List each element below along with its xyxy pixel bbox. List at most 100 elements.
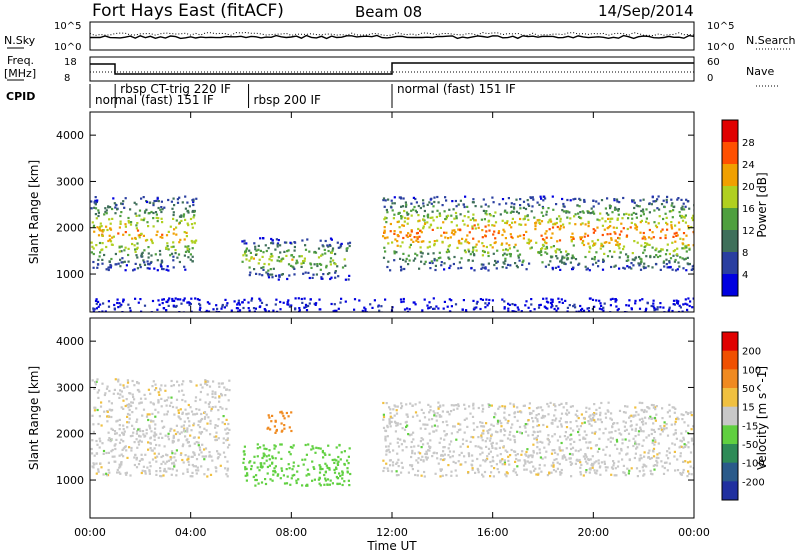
heatmap-cell: [422, 227, 425, 230]
heatmap-cell: [330, 251, 333, 254]
heatmap-cell: [407, 232, 410, 235]
heatmap-cell: [560, 423, 563, 426]
heatmap-cell: [155, 216, 158, 219]
heatmap-cell: [515, 198, 518, 201]
heatmap-cell: [481, 439, 484, 442]
heatmap-cell: [608, 241, 611, 244]
heatmap-cell: [444, 196, 447, 199]
heatmap-cell: [260, 481, 264, 484]
heatmap-cell: [472, 198, 475, 201]
heatmap-cell: [134, 250, 137, 253]
heatmap-cell: [187, 412, 190, 415]
heatmap-cell: [668, 409, 671, 412]
heatmap-cell: [343, 480, 346, 483]
heatmap-cell: [645, 217, 648, 220]
heatmap-cell: [479, 298, 482, 301]
heatmap-cell: [132, 395, 135, 399]
heatmap-cell: [632, 444, 635, 448]
heatmap-cell: [90, 447, 93, 451]
heatmap-cell: [145, 208, 148, 211]
heatmap-cell: [551, 422, 554, 425]
heatmap-cell: [599, 247, 602, 250]
heatmap-cell: [111, 207, 114, 211]
heatmap-cell: [383, 231, 386, 234]
heatmap-cell: [447, 256, 450, 259]
heatmap-cell: [140, 197, 143, 200]
heatmap-cell: [293, 267, 296, 270]
heatmap-cell: [461, 237, 464, 240]
heatmap-cell: [241, 240, 244, 243]
heatmap-cell: [665, 427, 668, 430]
heatmap-cell: [515, 457, 518, 461]
heatmap-cell: [283, 482, 287, 485]
heatmap-cell: [334, 263, 337, 266]
heatmap-cell: [406, 235, 409, 238]
heatmap-cell: [606, 466, 609, 469]
heatmap-cell: [516, 406, 519, 409]
heatmap-cell: [441, 204, 444, 207]
heatmap-cell: [226, 446, 230, 449]
heatmap-cell: [679, 237, 682, 240]
heatmap-cell: [463, 418, 466, 421]
heatmap-cell: [551, 449, 554, 452]
heatmap-cell: [298, 310, 301, 312]
heatmap-cell: [688, 262, 691, 266]
heatmap-cell: [275, 298, 278, 301]
heatmap-cell: [570, 438, 573, 441]
heatmap-cell: [227, 422, 230, 426]
heatmap-cell: [135, 247, 138, 251]
heatmap-cell: [181, 398, 184, 402]
heatmap-cell: [189, 253, 192, 256]
heatmap-cell: [311, 479, 314, 482]
heatmap-cell: [648, 228, 651, 232]
heatmap-cell: [162, 307, 166, 310]
heatmap-cell: [535, 473, 538, 476]
heatmap-cell: [535, 414, 538, 417]
heatmap-cell: [312, 466, 315, 469]
heatmap-cell: [516, 306, 519, 309]
heatmap-cell: [682, 468, 685, 472]
heatmap-cell: [592, 205, 595, 208]
heatmap-cell: [509, 430, 512, 434]
heatmap-cell: [224, 455, 227, 459]
heatmap-cell: [443, 231, 446, 234]
heatmap-cell: [137, 443, 141, 446]
heatmap-cell: [561, 261, 564, 264]
heatmap-cell: [395, 424, 398, 427]
heatmap-cell: [536, 424, 539, 427]
heatmap-cell: [393, 232, 396, 235]
heatmap-cell: [584, 457, 587, 460]
heatmap-cell: [422, 443, 425, 446]
heatmap-cell: [320, 276, 323, 279]
heatmap-cell: [401, 205, 405, 208]
heatmap-cell: [471, 454, 474, 457]
heatmap-cell: [568, 452, 572, 456]
heatmap-cell: [613, 208, 617, 211]
heatmap-cell: [662, 306, 665, 309]
heatmap-cell: [585, 469, 588, 472]
heatmap-cell: [628, 416, 631, 419]
heatmap-cell: [523, 468, 526, 471]
heatmap-cell: [491, 444, 494, 447]
heatmap-cell: [570, 433, 573, 436]
heatmap-cell: [168, 404, 172, 407]
heatmap-cell: [597, 418, 600, 421]
heatmap-cell: [685, 246, 688, 249]
heatmap-cell: [325, 266, 328, 269]
heatmap-cell: [535, 241, 538, 244]
heatmap-cell: [338, 472, 341, 475]
heatmap-cell: [272, 267, 275, 270]
heatmap-cell: [659, 306, 662, 309]
heatmap-cell: [136, 256, 139, 259]
heatmap-cell: [450, 404, 453, 407]
heatmap-cell: [224, 394, 227, 397]
heatmap-cell: [520, 453, 523, 456]
heatmap-cell: [424, 456, 427, 459]
heatmap-cell: [108, 238, 111, 241]
heatmap-cell: [397, 220, 400, 223]
heatmap-cell: [326, 244, 329, 247]
heatmap-cell: [494, 237, 497, 240]
heatmap-cell: [640, 219, 643, 222]
heatmap-cell: [566, 216, 569, 219]
heatmap-cell: [521, 263, 524, 266]
